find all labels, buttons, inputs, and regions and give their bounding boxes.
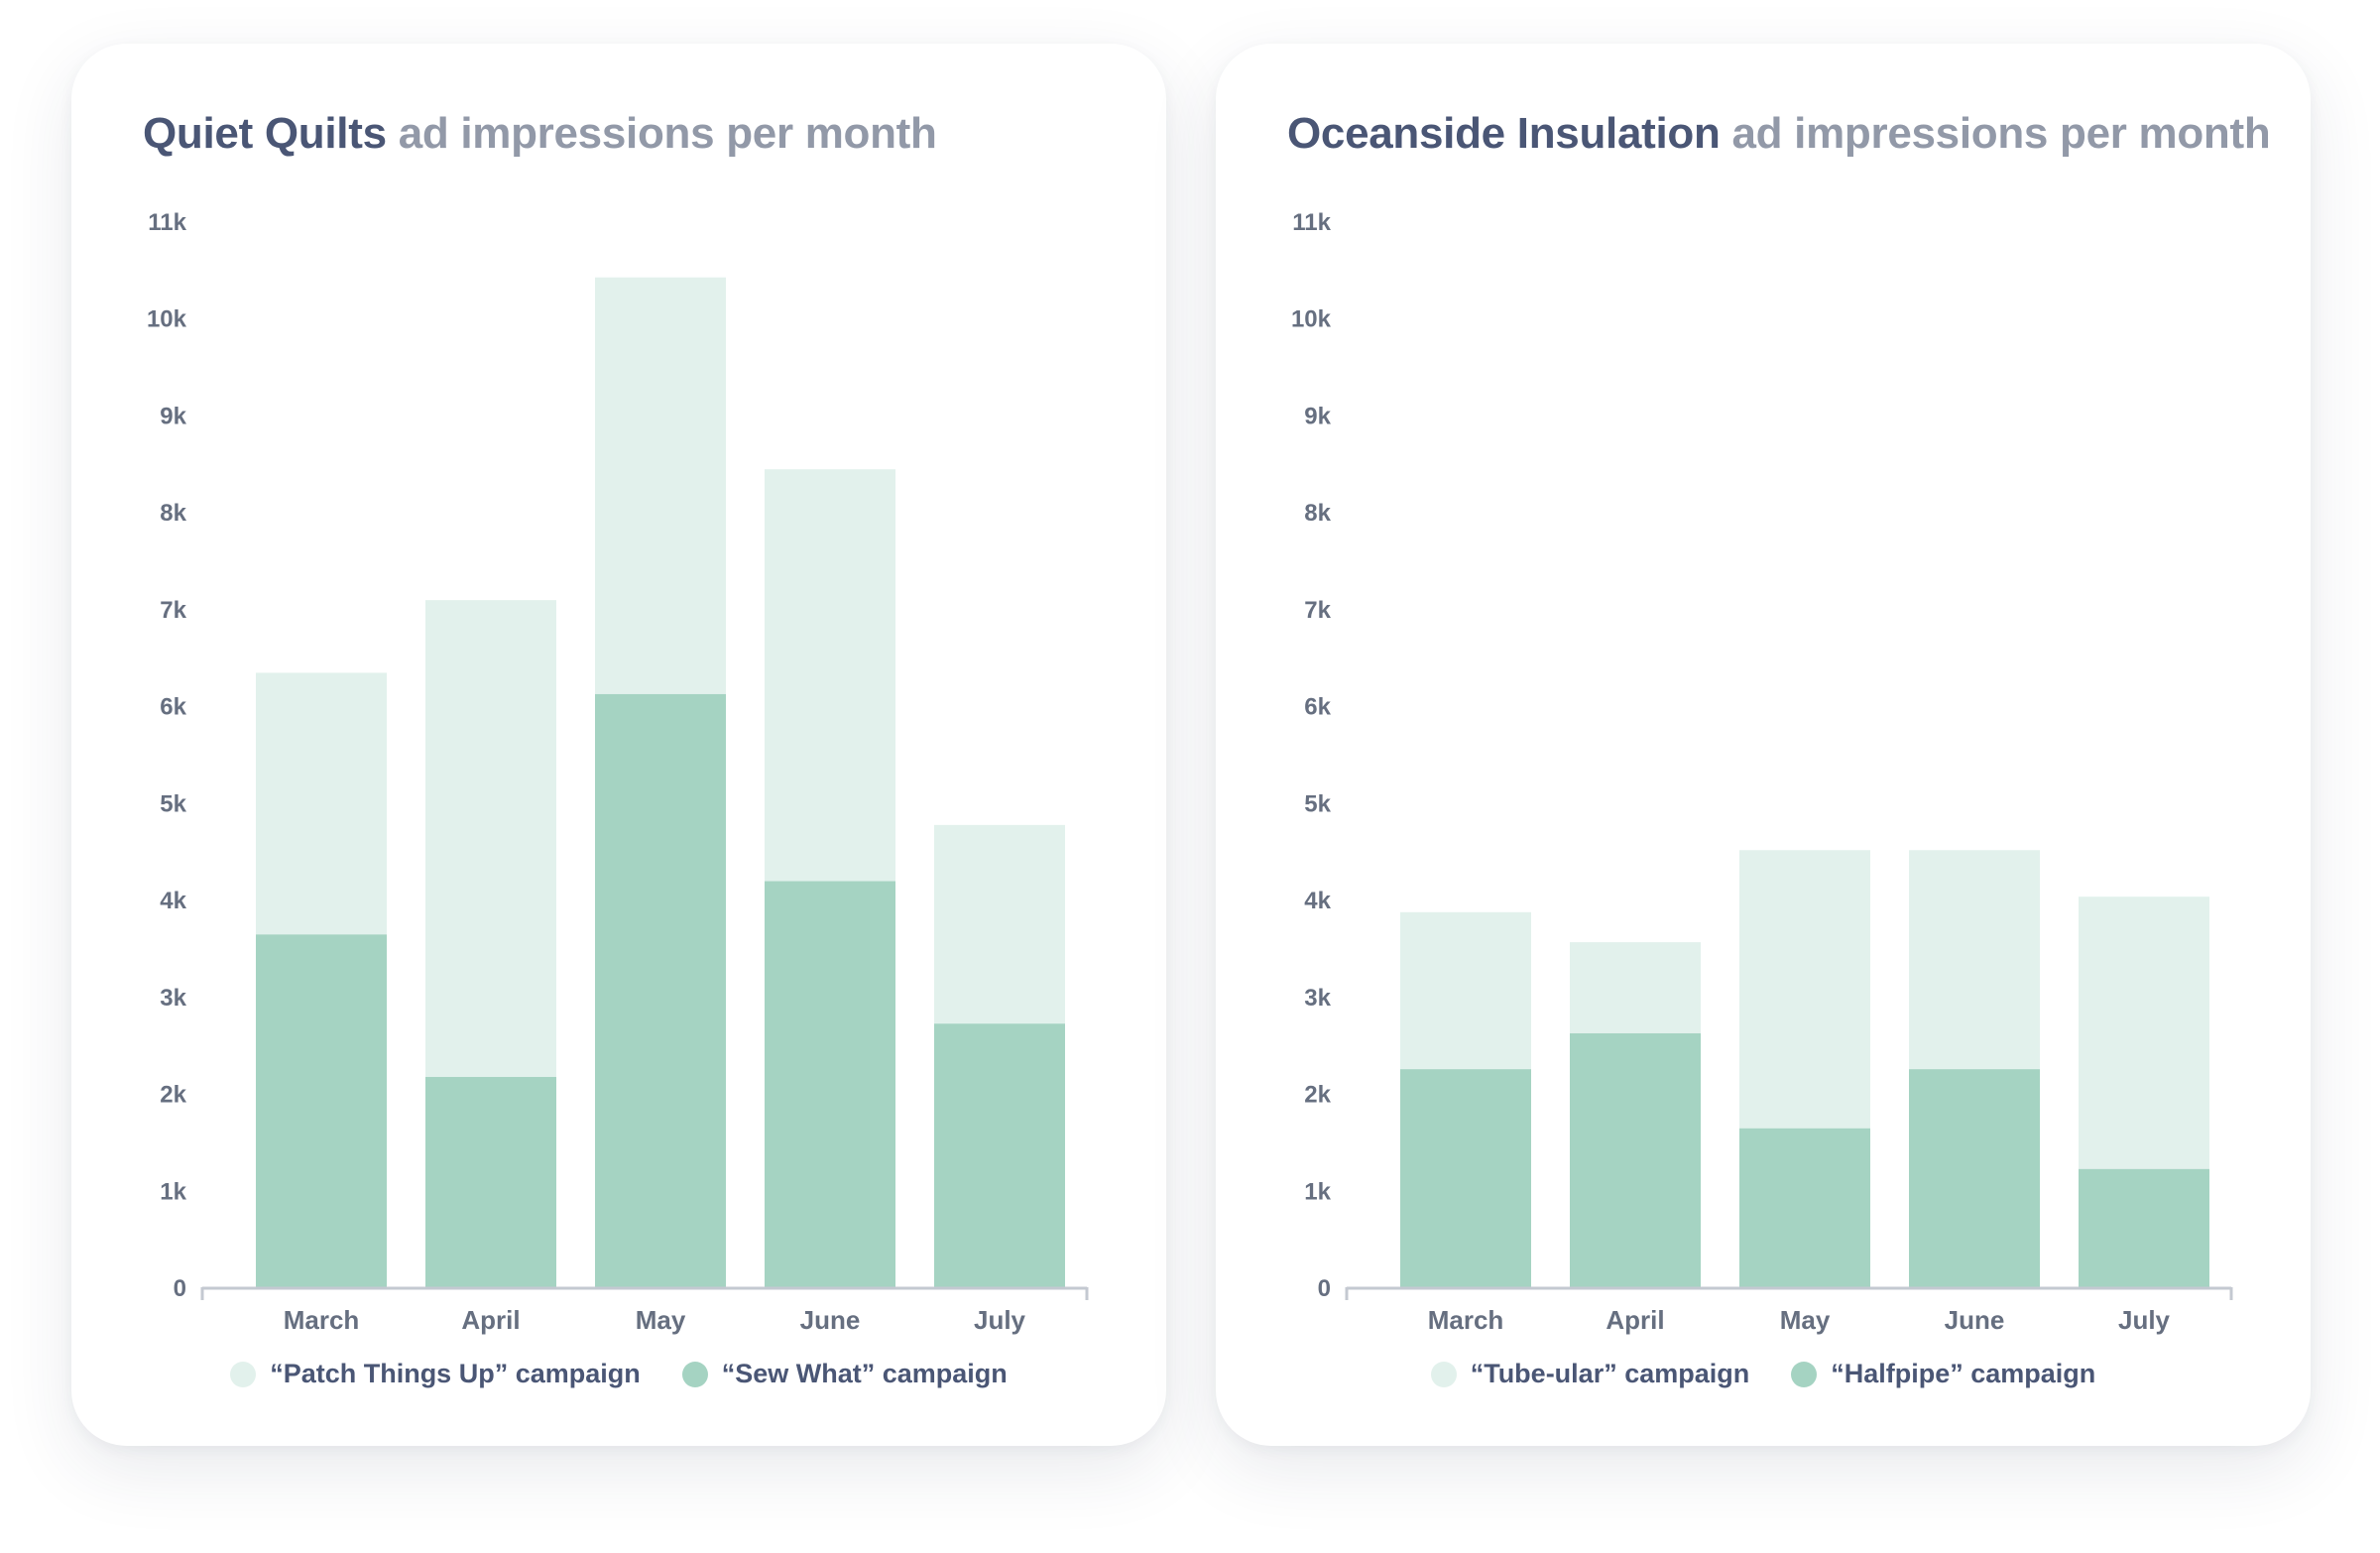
bar-segment-top bbox=[1400, 911, 1531, 1070]
chart-title-subject: ad impressions per month bbox=[398, 109, 937, 158]
bar-segment-bottom bbox=[2079, 1168, 2209, 1288]
legend-swatch-light bbox=[1430, 1361, 1457, 1387]
y-tick-label: 3k bbox=[1304, 985, 1331, 1012]
chart-title-brand: Oceanside Insulation bbox=[1287, 109, 1721, 158]
chart-title: Oceanside Insulation ad impressions per … bbox=[1287, 109, 2271, 159]
bar-chart-oceanside-insulation: 0 1k 2k 3k 4k 5k 6k 7k 8k 9k 10k 11k March April May Ju… bbox=[1291, 209, 2233, 1335]
legend-swatch-light bbox=[230, 1361, 257, 1387]
y-tick-label: 2k bbox=[160, 1082, 186, 1109]
y-tick-label: 4k bbox=[1304, 888, 1331, 914]
bar-segment-bottom bbox=[1400, 1069, 1531, 1288]
chart-card-oceanside-insulation: Oceanside Insulation ad impressions per … bbox=[1216, 44, 2311, 1446]
legend-item-patch-things-up: “Patch Things Up” campaign bbox=[230, 1359, 641, 1389]
y-tick-label: 8k bbox=[1304, 500, 1331, 527]
x-tick-label: July bbox=[2118, 1305, 2171, 1335]
y-tick-label: 6k bbox=[160, 694, 186, 721]
x-tick-label: June bbox=[1945, 1305, 2005, 1335]
y-tick-label: 3k bbox=[160, 985, 186, 1012]
bar-segment-bottom bbox=[256, 934, 387, 1288]
chart-title-brand: Quiet Quilts bbox=[143, 109, 387, 158]
y-tick-label: 7k bbox=[1304, 597, 1331, 624]
bar-segment-top bbox=[1739, 850, 1870, 1129]
bar-segment-bottom bbox=[765, 881, 895, 1288]
bar-segment-top bbox=[425, 600, 556, 1077]
bar-segment-top bbox=[1570, 942, 1701, 1033]
chart-title: Quiet Quilts ad impressions per month bbox=[143, 109, 937, 159]
chart-title-subject: ad impressions per month bbox=[1731, 109, 2271, 158]
legend-label: “Halfpipe” campaign bbox=[1831, 1359, 2096, 1388]
y-tick-label: 5k bbox=[1304, 790, 1331, 817]
y-tick-label: 10k bbox=[147, 306, 187, 333]
bar-segment-top bbox=[765, 469, 895, 882]
legend-label: “Tube-ular” campaign bbox=[1470, 1359, 1750, 1388]
bar-segment-top bbox=[256, 672, 387, 935]
legend-swatch-dark bbox=[1791, 1361, 1818, 1387]
y-tick-label: 9k bbox=[160, 403, 186, 429]
bar-segment-bottom bbox=[1570, 1032, 1701, 1288]
legend: “Patch Things Up” campaign “Sew What” ca… bbox=[71, 1359, 1166, 1389]
legend-item-tube-ular: “Tube-ular” campaign bbox=[1430, 1359, 1750, 1389]
x-tick-label: April bbox=[1606, 1305, 1664, 1335]
x-tick-label: March bbox=[284, 1305, 360, 1335]
y-tick-label: 1k bbox=[1304, 1178, 1331, 1205]
y-tick-label: 1k bbox=[160, 1178, 186, 1205]
chart-card-quiet-quilts: Quiet Quilts ad impressions per month 0 1… bbox=[71, 44, 1166, 1446]
legend: “Tube-ular” campaign “Halfpipe” campaign bbox=[1216, 1359, 2311, 1389]
x-tick-label: April bbox=[461, 1305, 520, 1335]
bar-segment-top bbox=[1909, 850, 2040, 1070]
bar-chart-quiet-quilts: 0 1k 2k 3k 4k 5k 6k 7k 8k 9k 10k 11k March April May Ju… bbox=[147, 209, 1089, 1335]
bar-segment-top bbox=[595, 277, 726, 694]
bar-segment-top bbox=[2079, 896, 2209, 1169]
y-tick-label: 7k bbox=[160, 597, 186, 624]
x-tick-label: July bbox=[974, 1305, 1026, 1335]
x-tick-label: March bbox=[1428, 1305, 1504, 1335]
legend-label: “Patch Things Up” campaign bbox=[270, 1359, 641, 1388]
y-tick-label: 9k bbox=[1304, 403, 1331, 429]
y-tick-label: 2k bbox=[1304, 1082, 1331, 1109]
bar-segment-bottom bbox=[595, 693, 726, 1288]
bar-segment-bottom bbox=[425, 1076, 556, 1288]
legend-item-halfpipe: “Halfpipe” campaign bbox=[1791, 1359, 2095, 1389]
y-tick-label: 0 bbox=[174, 1275, 186, 1302]
bar-segment-top bbox=[934, 824, 1065, 1024]
bar-segment-bottom bbox=[1909, 1069, 2040, 1288]
y-tick-label: 0 bbox=[1318, 1275, 1331, 1302]
bar-segment-bottom bbox=[934, 1023, 1065, 1288]
x-tick-label: June bbox=[800, 1305, 861, 1335]
y-tick-label: 11k bbox=[1292, 209, 1331, 236]
y-tick-label: 6k bbox=[1304, 694, 1331, 721]
x-tick-label: May bbox=[1780, 1305, 1831, 1335]
y-tick-label: 4k bbox=[160, 888, 186, 914]
legend-swatch-dark bbox=[681, 1361, 708, 1387]
legend-label: “Sew What” campaign bbox=[721, 1359, 1008, 1388]
y-tick-label: 10k bbox=[1291, 306, 1332, 333]
y-tick-label: 11k bbox=[148, 209, 186, 236]
bar-segment-bottom bbox=[1739, 1128, 1870, 1288]
x-tick-label: May bbox=[636, 1305, 686, 1335]
y-tick-label: 8k bbox=[160, 500, 186, 527]
legend-item-sew-what: “Sew What” campaign bbox=[681, 1359, 1008, 1389]
y-tick-label: 5k bbox=[160, 790, 186, 817]
